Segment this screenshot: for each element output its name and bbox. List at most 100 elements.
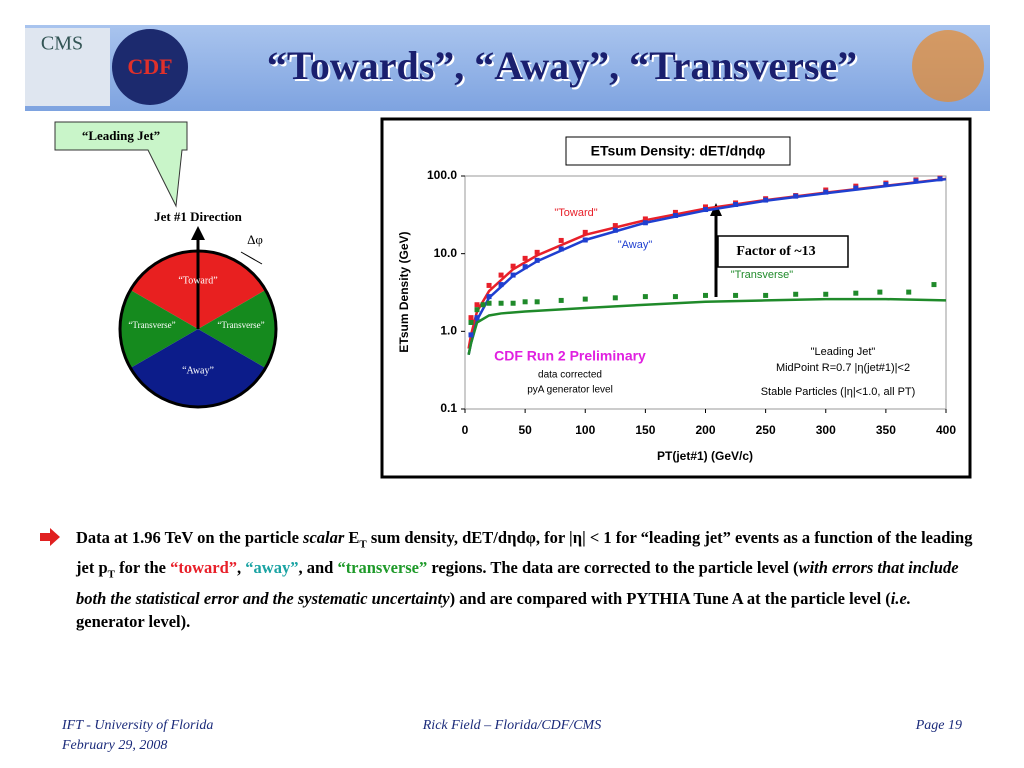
callout <box>54 121 188 208</box>
data-point <box>468 332 474 338</box>
data-point <box>937 176 943 182</box>
data-point <box>672 209 678 215</box>
data-point <box>468 319 474 325</box>
data-point <box>558 237 564 243</box>
angle-label: Δφ <box>247 232 263 247</box>
text: scalar <box>303 528 345 547</box>
footer-left: IFT - University of Florida <box>61 718 213 733</box>
x-tick-label: 350 <box>876 423 896 437</box>
data-point <box>534 257 540 263</box>
text: Data at 1.96 TeV on the particle <box>76 528 304 547</box>
data-point <box>510 272 516 278</box>
logo-text: CDF <box>127 54 172 79</box>
data-point <box>480 302 486 308</box>
region-label: “Away” <box>182 365 214 376</box>
region-label: “Toward” <box>178 275 217 286</box>
data-point <box>672 294 678 300</box>
note: MidPoint R=0.7 |η(jet#1)|<2 <box>776 362 910 374</box>
y-tick-label: 1.0 <box>440 324 457 338</box>
transverse-sector <box>198 290 276 368</box>
data-point <box>793 193 799 199</box>
x-tick-label: 400 <box>936 423 956 437</box>
note: "Leading Jet" <box>811 346 876 358</box>
data-point <box>642 294 648 300</box>
data-point <box>534 249 540 255</box>
data-point <box>612 223 618 229</box>
text: , and <box>298 558 338 578</box>
data-point <box>672 213 678 219</box>
bullet-arrow <box>40 528 60 546</box>
data-point <box>931 282 937 288</box>
note: Stable Particles (|η|<1.0, all PT) <box>761 386 916 398</box>
data-point <box>793 291 799 297</box>
factor-label: Factor of ~13 <box>736 244 815 259</box>
footer-date: February 29, 2008 <box>61 738 167 753</box>
text: “away” <box>245 558 299 578</box>
y-tick-label: 100.0 <box>427 168 457 182</box>
text: “toward” <box>170 558 238 578</box>
x-tick-label: 50 <box>518 423 532 437</box>
data-point <box>883 181 889 187</box>
data-point <box>474 302 480 308</box>
chart-title-box <box>565 136 791 166</box>
slide-title: “Towards”, “Away”, “Transverse” <box>267 43 857 88</box>
y-tick-label: 10.0 <box>434 246 458 260</box>
data-point <box>703 204 708 210</box>
data-point <box>510 263 516 269</box>
data-point <box>534 299 540 305</box>
data-point <box>763 292 769 298</box>
note: data corrected <box>538 370 602 381</box>
data-point <box>486 282 492 288</box>
data-point <box>474 315 480 321</box>
cms-logo <box>25 28 110 106</box>
data-point <box>906 289 912 295</box>
curve <box>467 297 947 355</box>
series-label: "Away" <box>618 239 653 251</box>
text: with errors that include both the statis… <box>76 558 959 608</box>
data-point <box>558 297 564 303</box>
data-point <box>823 291 829 297</box>
x-tick-label: 300 <box>816 423 836 437</box>
text: E <box>344 528 360 547</box>
chart-title: ETsum Density: dET/dηdφ <box>591 143 766 159</box>
data-point <box>486 300 492 306</box>
bullet-text: Data at 1.96 TeV on the particle scalar … <box>76 526 976 633</box>
cdf-logo <box>112 29 188 105</box>
factor-box <box>717 235 849 268</box>
plot: 0 50 100 150 200 250 300 350 400 0.1 1.0 10.0 100.0 <box>427 168 956 437</box>
x-axis-label: PT(jet#1) (GeV/c) <box>657 449 753 463</box>
data-point <box>642 220 648 226</box>
data-point <box>486 294 492 300</box>
data-point <box>913 178 919 184</box>
data-point <box>582 229 588 235</box>
ift-logo <box>912 30 984 102</box>
data-point <box>763 197 769 203</box>
text: sum density, dET/dηdφ, for |η| < 1 for “… <box>76 528 973 578</box>
logo-text: CMS <box>41 33 83 55</box>
x-tick-label: 250 <box>756 423 776 437</box>
text: T <box>107 568 115 581</box>
data-point <box>733 201 739 207</box>
text: T <box>359 538 367 551</box>
text: generator level). <box>76 611 191 631</box>
region-label: “Transverse” <box>128 320 175 330</box>
data-point <box>733 292 739 298</box>
x-tick-label: 200 <box>695 423 715 437</box>
data-point <box>703 292 708 298</box>
data-point <box>877 289 883 295</box>
data-point <box>498 300 504 306</box>
data-point <box>498 282 504 288</box>
text: regions. The data are corrected to the p… <box>427 558 799 578</box>
data-point <box>612 227 618 233</box>
data-point <box>642 216 648 222</box>
x-tick-label: 0 <box>462 423 469 437</box>
footer-center: Rick Field – Florida/CDF/CMS <box>422 718 601 733</box>
direction-label: Jet #1 Direction <box>154 209 243 224</box>
footer-page: Page 19 <box>915 718 962 733</box>
callout-text: “Leading Jet” <box>82 128 160 143</box>
data-point <box>582 237 588 243</box>
away-sector <box>130 329 266 407</box>
data-point <box>612 295 618 301</box>
text: i.e. <box>890 588 911 608</box>
